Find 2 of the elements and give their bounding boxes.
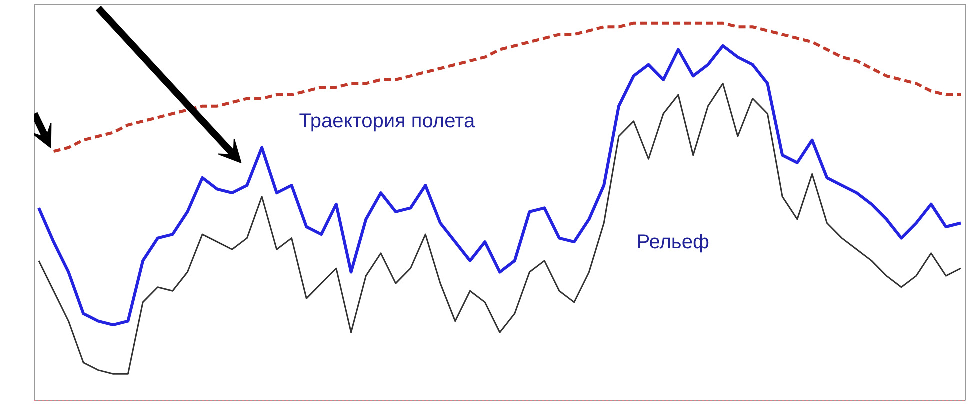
- annotation: Траектория полета: [299, 110, 476, 133]
- annotation: Рельеф: [636, 231, 710, 254]
